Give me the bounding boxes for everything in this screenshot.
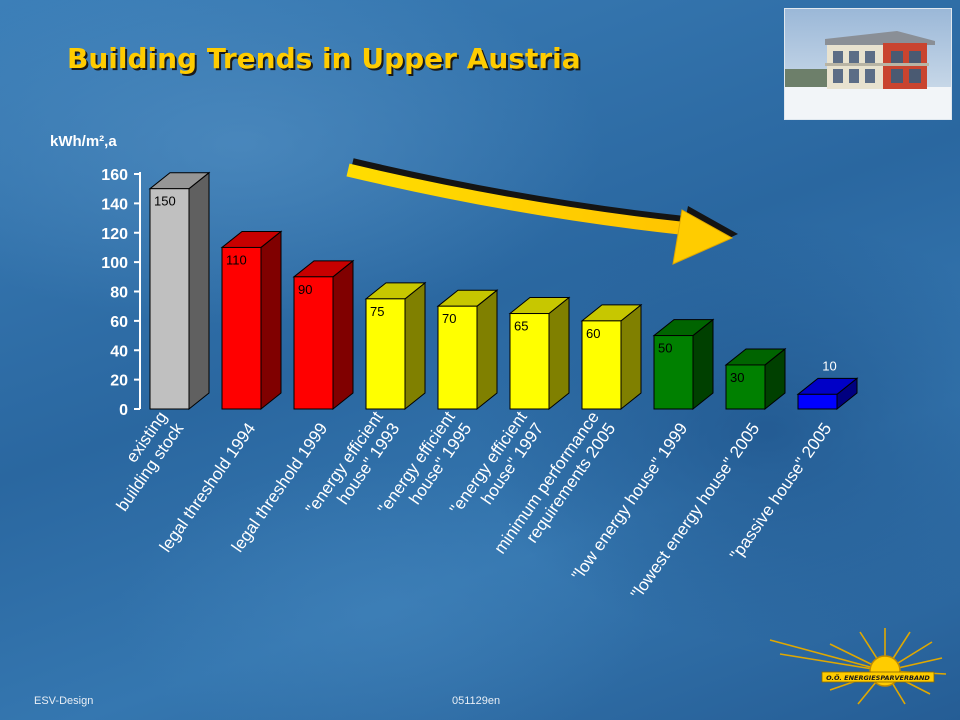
x-category-label: "lowest energy house" 2005 <box>627 419 763 602</box>
bar-side <box>332 259 354 411</box>
y-tick-label: 100 <box>101 255 128 272</box>
bar-side <box>476 289 498 411</box>
data-label: 65 <box>514 319 528 334</box>
bar-front <box>653 335 694 410</box>
data-label: 110 <box>226 252 247 267</box>
bar-front <box>509 313 550 410</box>
bar: 150 <box>148 171 211 411</box>
bar: 90 <box>292 259 355 411</box>
y-tick-label: 140 <box>101 196 128 213</box>
bar: 50 <box>652 318 715 411</box>
y-axis-label: kWh/m²,a <box>50 133 117 150</box>
bar-front <box>725 364 766 410</box>
data-label: 30 <box>730 370 744 385</box>
y-tick-label: 160 <box>101 167 128 184</box>
bar: 10 <box>796 358 859 411</box>
footer-left-text: ESV-Design <box>34 695 94 707</box>
bar: 70 <box>436 289 499 411</box>
data-label: 75 <box>370 304 384 319</box>
bar: 110 <box>220 230 283 411</box>
bar: 65 <box>508 296 571 411</box>
bar: 75 <box>364 281 427 411</box>
data-label: 90 <box>298 282 312 297</box>
bar-front <box>437 305 478 410</box>
bar: 60 <box>580 303 643 411</box>
bar: 30 <box>724 347 787 411</box>
house-photo <box>784 8 952 120</box>
bar-front <box>581 320 622 410</box>
data-label: 50 <box>658 341 672 356</box>
bar-front <box>221 246 262 410</box>
y-tick-label: 20 <box>110 373 128 390</box>
y-tick-label: 120 <box>101 226 128 243</box>
y-tick-label: 40 <box>110 343 128 360</box>
y-tick-label: 0 <box>119 402 128 419</box>
bar-front <box>149 188 190 410</box>
bar-side <box>188 171 210 411</box>
page-title: Building Trends in Upper Austria <box>67 42 581 75</box>
logo-text: O.Ö. ENERGIESPARVERBAND <box>826 673 930 682</box>
energy-agency-logo: O.Ö. ENERGIESPARVERBAND <box>680 626 950 711</box>
trend-arrow <box>346 158 738 265</box>
bar-side <box>404 281 426 411</box>
bar-front <box>293 276 334 410</box>
data-label: 150 <box>154 194 176 209</box>
data-label: 70 <box>442 311 456 326</box>
sun-logo-icon <box>769 628 947 705</box>
footer-right-text: 051129en <box>452 695 501 707</box>
data-label: 10 <box>822 358 836 373</box>
y-tick-label: 80 <box>110 285 128 302</box>
bar-side <box>548 296 570 411</box>
bar-front <box>365 298 406 410</box>
bar-side <box>620 303 642 411</box>
bar-side <box>260 230 282 411</box>
bar-front <box>797 393 838 410</box>
data-label: 60 <box>586 326 600 341</box>
x-category-label: existingbuilding stock <box>96 408 187 515</box>
y-tick-label: 60 <box>110 314 128 331</box>
